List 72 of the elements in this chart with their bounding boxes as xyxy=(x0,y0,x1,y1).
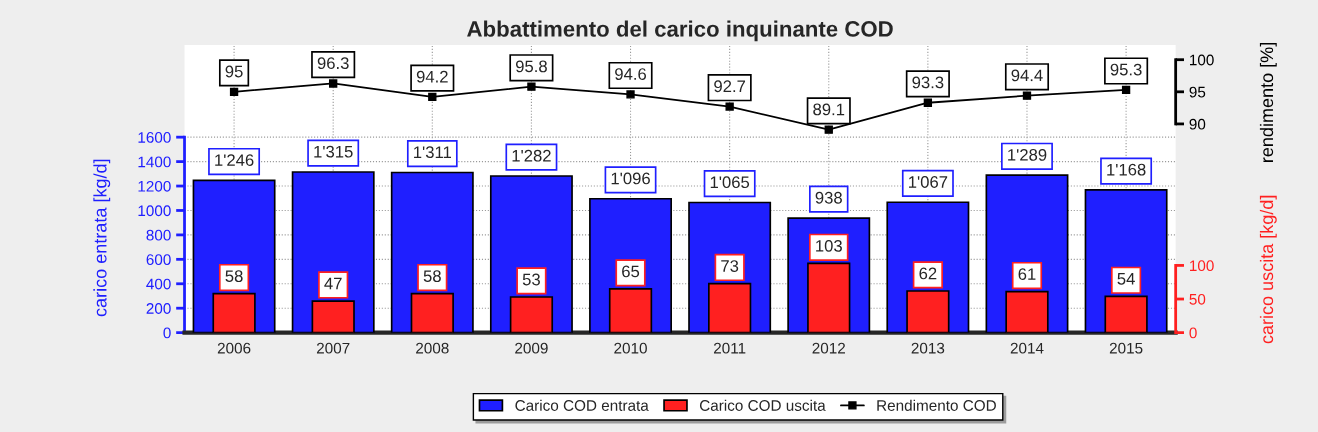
data-label: 103 xyxy=(816,239,842,252)
data-label: 1'282 xyxy=(512,149,551,162)
y3-tick-label: 95 xyxy=(1189,86,1206,98)
point xyxy=(626,90,635,99)
data-label: 94.2 xyxy=(416,70,448,83)
x-tick-label: 2012 xyxy=(812,342,845,354)
point xyxy=(725,102,734,111)
data-label: 94.6 xyxy=(615,68,647,80)
y-tick-label: 800 xyxy=(146,229,171,241)
x-tick-label: 2011 xyxy=(713,342,746,354)
point xyxy=(1022,91,1032,100)
y-tick-label: 0 xyxy=(163,327,171,339)
data-label: 1'289 xyxy=(1008,148,1047,161)
point xyxy=(329,79,338,88)
data-label: 1'311 xyxy=(414,146,452,159)
data-label: 1'315 xyxy=(314,145,353,158)
x-tick-label: 2007 xyxy=(316,342,350,354)
y3-axis-title: rendimento [%] xyxy=(1259,43,1277,162)
point xyxy=(229,87,239,96)
data-label: 93.3 xyxy=(912,76,944,89)
x-tick-label: 2010 xyxy=(614,342,647,354)
x-tick-label: 2006 xyxy=(217,342,251,354)
legend-label: Rendimento COD xyxy=(877,399,996,411)
y-axis-title: carico entrata [kg/d] xyxy=(93,159,111,317)
data-label: 47 xyxy=(324,277,342,290)
y3-tick-label: 90 xyxy=(1189,118,1206,130)
y2-tick-label: 50 xyxy=(1189,293,1206,305)
y-tick-label: 1200 xyxy=(138,180,171,192)
chart-title: Abbattimento del carico inquinante COD xyxy=(467,20,893,42)
y-tick-label: 1000 xyxy=(138,205,171,217)
point xyxy=(923,98,933,107)
y2-tick-label: 0 xyxy=(1189,327,1197,339)
data-label: 53 xyxy=(522,273,540,286)
y-tick-label: 400 xyxy=(146,278,171,290)
y-tick-label: 600 xyxy=(146,254,171,266)
legend-label: Carico COD entrata xyxy=(515,399,649,411)
data-label: 58 xyxy=(225,270,243,283)
data-label: 65 xyxy=(622,265,640,278)
data-label: 1'067 xyxy=(909,176,948,188)
data-label: 62 xyxy=(919,267,937,280)
data-label: 89.1 xyxy=(813,103,845,116)
point xyxy=(428,92,437,102)
x-tick-label: 2015 xyxy=(1109,342,1143,354)
x-tick-label: 2013 xyxy=(911,342,945,354)
data-label: 73 xyxy=(721,260,739,272)
data-label: 61 xyxy=(1018,268,1036,281)
legend-label: Carico COD uscita xyxy=(699,399,826,411)
point xyxy=(527,82,536,91)
data-label: 1'065 xyxy=(710,176,750,189)
data-label: 54 xyxy=(1117,273,1135,285)
y3-tick-label: 100 xyxy=(1190,54,1214,66)
data-label: 58 xyxy=(423,270,441,283)
y-tick-label: 1600 xyxy=(138,132,171,143)
data-label: 95.3 xyxy=(1110,63,1142,76)
x-tick-label: 2014 xyxy=(1010,342,1044,354)
data-label: 938 xyxy=(815,191,842,204)
y-tick-label: 1400 xyxy=(138,156,171,168)
y-tick-label: 200 xyxy=(146,303,171,314)
y2-tick-label: 100 xyxy=(1190,260,1214,272)
data-label: 92.7 xyxy=(714,80,746,93)
x-tick-label: 2009 xyxy=(515,342,548,354)
y2-axis-title: carico uscita [kg/d] xyxy=(1259,195,1277,344)
point xyxy=(824,125,833,134)
point xyxy=(1121,85,1131,95)
data-label: 1'246 xyxy=(215,154,254,167)
data-label: 94.4 xyxy=(1011,69,1043,82)
data-label: 1'168 xyxy=(1107,163,1146,176)
data-label: 95.8 xyxy=(515,60,547,73)
data-label: 96.3 xyxy=(317,57,349,70)
data-label: 95 xyxy=(225,65,243,78)
x-tick-label: 2008 xyxy=(416,342,449,354)
data-label: 1'096 xyxy=(611,172,650,185)
